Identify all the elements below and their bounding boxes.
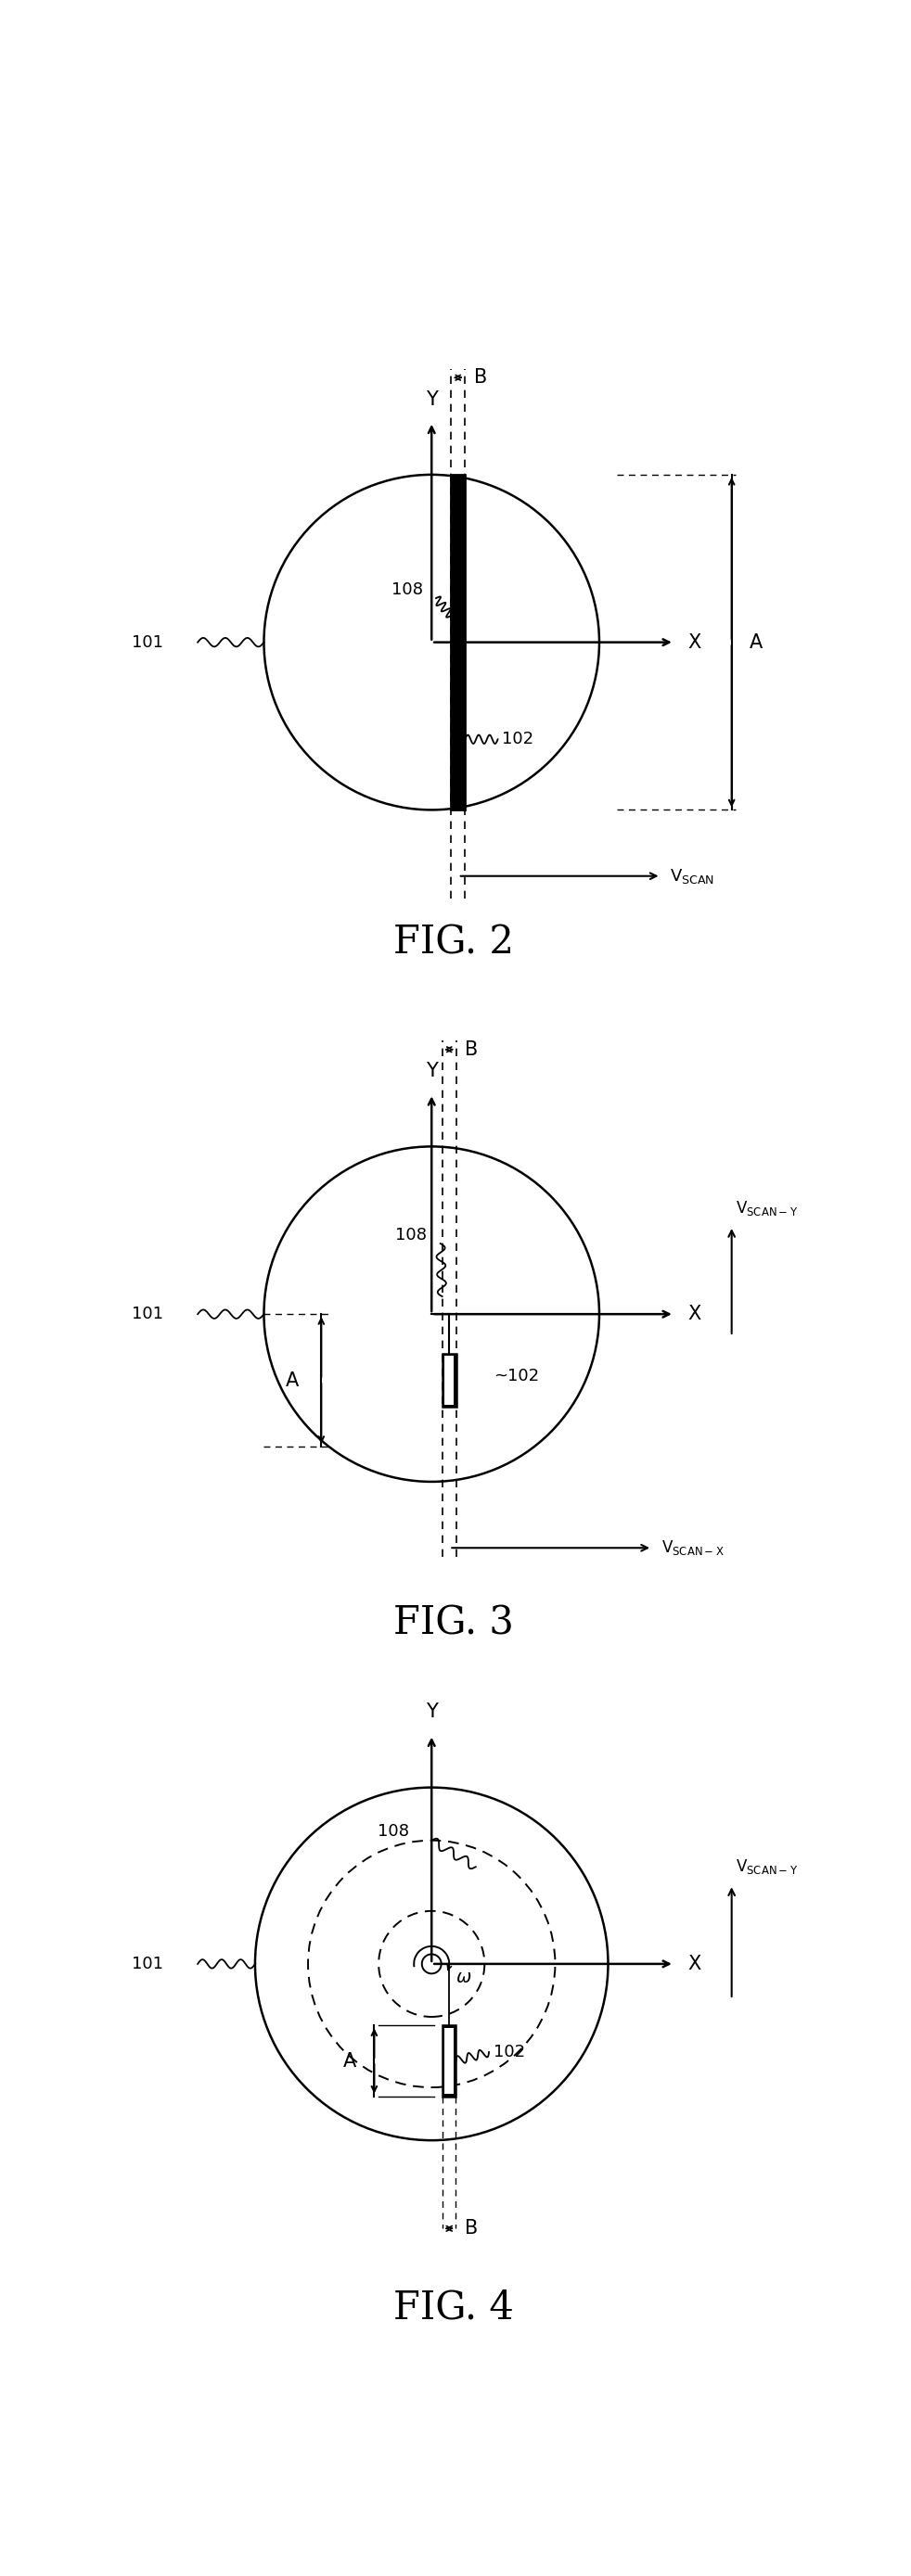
Bar [443, 2025, 456, 2097]
Text: Y: Y [425, 1061, 437, 1079]
Text: Y: Y [425, 389, 437, 410]
Text: FIG. 4: FIG. 4 [394, 2287, 514, 2326]
Text: X: X [688, 1955, 701, 1973]
Text: 101: 101 [131, 634, 163, 652]
Text: V$_{\mathregular{SCAN-Y}}$: V$_{\mathregular{SCAN-Y}}$ [736, 1198, 798, 1218]
Bar [442, 1355, 456, 1406]
Text: A: A [343, 2050, 356, 2071]
Text: B: B [474, 368, 487, 386]
Text: X: X [688, 1306, 701, 1324]
Text: B: B [466, 1041, 478, 1059]
Text: FIG. 3: FIG. 3 [394, 1602, 514, 1643]
Text: A: A [286, 1370, 299, 1388]
Text: 101: 101 [131, 1306, 163, 1321]
Text: 108: 108 [395, 1226, 427, 1244]
Text: V$_{\mathregular{SCAN-Y}}$: V$_{\mathregular{SCAN-Y}}$ [736, 1857, 798, 1875]
Text: 108: 108 [391, 582, 423, 598]
Text: A: A [750, 634, 763, 652]
Bar [445, 2027, 454, 2094]
Text: FIG. 2: FIG. 2 [394, 922, 514, 961]
Text: B: B [465, 2221, 478, 2239]
Text: Y: Y [425, 1703, 437, 1721]
Text: 101: 101 [131, 1955, 163, 1973]
Text: V$_{\mathregular{SCAN-X}}$: V$_{\mathregular{SCAN-X}}$ [661, 1538, 723, 1556]
Text: 102: 102 [494, 2043, 525, 2061]
Text: V$_{\mathregular{SCAN}}$: V$_{\mathregular{SCAN}}$ [670, 866, 714, 886]
Text: ~102: ~102 [494, 1368, 539, 1383]
Bar [445, 1355, 454, 1404]
Text: 108: 108 [378, 1824, 410, 1839]
Bar [451, 474, 466, 809]
Text: $\omega$: $\omega$ [456, 1968, 472, 1986]
Text: 102: 102 [502, 732, 534, 747]
Text: X: X [688, 634, 701, 652]
